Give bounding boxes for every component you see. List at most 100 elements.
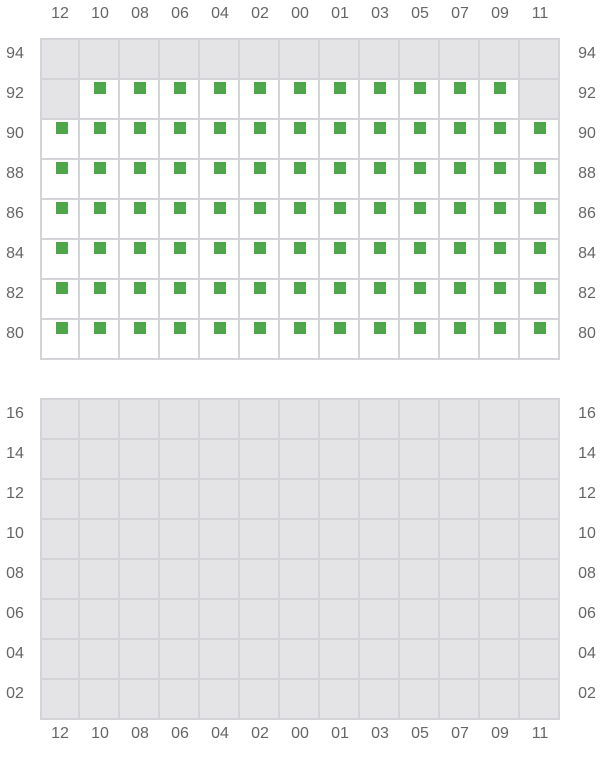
seat-cell[interactable]	[120, 80, 160, 120]
available-seat-marker[interactable]	[414, 202, 426, 214]
available-seat-marker[interactable]	[454, 122, 466, 134]
seat-cell[interactable]	[240, 280, 280, 320]
seat-cell[interactable]	[280, 280, 320, 320]
available-seat-marker[interactable]	[174, 282, 186, 294]
available-seat-marker[interactable]	[214, 202, 226, 214]
seat-cell[interactable]	[160, 80, 200, 120]
seat-cell[interactable]	[440, 200, 480, 240]
seat-cell[interactable]	[160, 200, 200, 240]
available-seat-marker[interactable]	[294, 162, 306, 174]
seat-cell[interactable]	[400, 120, 440, 160]
seat-cell[interactable]	[320, 280, 360, 320]
available-seat-marker[interactable]	[294, 202, 306, 214]
seat-cell[interactable]	[280, 200, 320, 240]
available-seat-marker[interactable]	[534, 282, 546, 294]
available-seat-marker[interactable]	[254, 122, 266, 134]
seat-cell[interactable]	[240, 80, 280, 120]
seat-cell[interactable]	[160, 160, 200, 200]
seat-cell[interactable]	[480, 120, 520, 160]
seat-cell[interactable]	[360, 120, 400, 160]
seat-cell[interactable]	[80, 120, 120, 160]
seat-cell[interactable]	[280, 80, 320, 120]
available-seat-marker[interactable]	[374, 242, 386, 254]
seat-cell[interactable]	[42, 200, 80, 240]
available-seat-marker[interactable]	[94, 202, 106, 214]
seat-cell[interactable]	[440, 320, 480, 360]
available-seat-marker[interactable]	[414, 122, 426, 134]
seat-cell[interactable]	[320, 320, 360, 360]
seat-cell[interactable]	[240, 200, 280, 240]
seat-cell[interactable]	[200, 160, 240, 200]
available-seat-marker[interactable]	[334, 202, 346, 214]
available-seat-marker[interactable]	[534, 242, 546, 254]
seat-cell[interactable]	[80, 160, 120, 200]
seat-cell[interactable]	[280, 320, 320, 360]
available-seat-marker[interactable]	[214, 282, 226, 294]
available-seat-marker[interactable]	[134, 202, 146, 214]
available-seat-marker[interactable]	[254, 82, 266, 94]
seat-cell[interactable]	[200, 240, 240, 280]
available-seat-marker[interactable]	[214, 322, 226, 334]
seat-cell[interactable]	[42, 280, 80, 320]
seat-cell[interactable]	[360, 80, 400, 120]
seat-cell[interactable]	[480, 320, 520, 360]
available-seat-marker[interactable]	[214, 162, 226, 174]
seat-cell[interactable]	[160, 120, 200, 160]
available-seat-marker[interactable]	[174, 202, 186, 214]
seat-cell[interactable]	[480, 280, 520, 320]
available-seat-marker[interactable]	[134, 82, 146, 94]
available-seat-marker[interactable]	[254, 162, 266, 174]
available-seat-marker[interactable]	[254, 202, 266, 214]
available-seat-marker[interactable]	[494, 162, 506, 174]
seat-cell[interactable]	[400, 320, 440, 360]
available-seat-marker[interactable]	[414, 82, 426, 94]
seat-cell[interactable]	[440, 160, 480, 200]
available-seat-marker[interactable]	[334, 282, 346, 294]
available-seat-marker[interactable]	[56, 322, 68, 334]
available-seat-marker[interactable]	[94, 282, 106, 294]
seat-cell[interactable]	[520, 240, 560, 280]
available-seat-marker[interactable]	[334, 242, 346, 254]
available-seat-marker[interactable]	[374, 202, 386, 214]
available-seat-marker[interactable]	[134, 122, 146, 134]
available-seat-marker[interactable]	[454, 322, 466, 334]
seat-cell[interactable]	[160, 240, 200, 280]
seat-cell[interactable]	[480, 200, 520, 240]
available-seat-marker[interactable]	[294, 282, 306, 294]
available-seat-marker[interactable]	[134, 162, 146, 174]
seat-cell[interactable]	[320, 240, 360, 280]
available-seat-marker[interactable]	[94, 162, 106, 174]
available-seat-marker[interactable]	[334, 162, 346, 174]
seat-cell[interactable]	[520, 200, 560, 240]
seat-cell[interactable]	[160, 280, 200, 320]
available-seat-marker[interactable]	[254, 282, 266, 294]
seat-cell[interactable]	[480, 240, 520, 280]
available-seat-marker[interactable]	[254, 322, 266, 334]
seat-cell[interactable]	[520, 160, 560, 200]
available-seat-marker[interactable]	[374, 82, 386, 94]
seat-cell[interactable]	[400, 200, 440, 240]
seat-cell[interactable]	[120, 200, 160, 240]
seat-cell[interactable]	[240, 160, 280, 200]
seat-cell[interactable]	[440, 280, 480, 320]
seat-cell[interactable]	[200, 320, 240, 360]
available-seat-marker[interactable]	[56, 202, 68, 214]
seat-cell[interactable]	[400, 240, 440, 280]
seat-cell[interactable]	[200, 280, 240, 320]
seat-cell[interactable]	[400, 280, 440, 320]
available-seat-marker[interactable]	[94, 242, 106, 254]
available-seat-marker[interactable]	[374, 282, 386, 294]
available-seat-marker[interactable]	[494, 202, 506, 214]
seat-cell[interactable]	[360, 160, 400, 200]
seat-cell[interactable]	[120, 120, 160, 160]
seat-cell[interactable]	[280, 120, 320, 160]
seat-cell[interactable]	[480, 80, 520, 120]
available-seat-marker[interactable]	[294, 82, 306, 94]
seat-cell[interactable]	[80, 200, 120, 240]
available-seat-marker[interactable]	[174, 162, 186, 174]
seat-cell[interactable]	[280, 160, 320, 200]
available-seat-marker[interactable]	[56, 282, 68, 294]
seat-cell[interactable]	[480, 160, 520, 200]
seat-cell[interactable]	[360, 240, 400, 280]
seat-cell[interactable]	[240, 240, 280, 280]
